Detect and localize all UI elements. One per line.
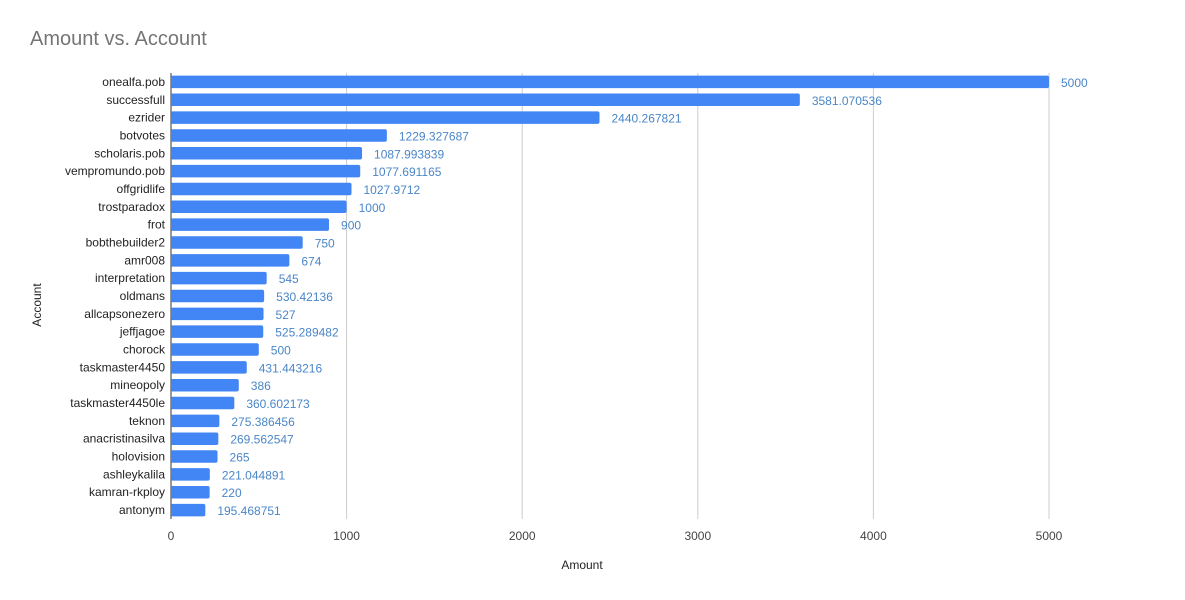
bar <box>171 289 265 303</box>
x-tick-label: 2000 <box>509 529 536 543</box>
data-label: 1027.9712 <box>364 183 421 197</box>
y-tick-label: anacristinasilva <box>83 432 165 446</box>
data-label: 1229.327687 <box>399 129 469 143</box>
y-tick-label: successfull <box>106 93 165 107</box>
bar <box>171 378 239 392</box>
bar <box>171 396 235 410</box>
data-label: 195.468751 <box>217 504 281 518</box>
data-label: 1087.993839 <box>374 147 444 161</box>
y-tick-label: scholaris.pob <box>94 146 165 160</box>
bar <box>171 218 330 231</box>
data-label: 5000 <box>1061 76 1088 90</box>
y-tick-label: taskmaster4450 <box>80 360 166 374</box>
y-tick-label: mineopoly <box>110 378 165 392</box>
x-tick-label: 0 <box>168 529 175 543</box>
bar <box>171 147 363 160</box>
data-label: 674 <box>301 254 321 268</box>
data-label: 525.289482 <box>275 326 339 340</box>
data-label: 269.562547 <box>230 433 294 447</box>
y-tick-label: holovision <box>112 450 165 464</box>
y-tick-label: onealfa.pob <box>102 75 165 89</box>
bar <box>171 485 210 499</box>
bar <box>171 271 267 285</box>
y-tick-label: frot <box>148 218 166 232</box>
data-label: 431.443216 <box>259 361 323 375</box>
data-label: 1077.691165 <box>372 165 442 179</box>
bar <box>171 75 1049 89</box>
data-label: 750 <box>315 236 335 250</box>
data-label: 527 <box>276 308 296 322</box>
data-label: 3581.070536 <box>812 94 882 108</box>
x-tick-label: 3000 <box>684 529 711 543</box>
bar <box>171 164 361 178</box>
data-label: 530.42136 <box>276 290 333 304</box>
y-tick-label: ashleykalila <box>103 467 165 481</box>
y-tick-label: oldmans <box>120 289 165 303</box>
data-label: 386 <box>251 379 271 393</box>
y-axis-title: Account <box>30 283 44 327</box>
x-tick-label: 4000 <box>860 529 887 543</box>
bar <box>171 254 290 267</box>
data-label: 545 <box>279 272 299 286</box>
data-label: 900 <box>341 219 361 233</box>
x-tick-label: 1000 <box>333 529 360 543</box>
y-tick-label: chorock <box>123 343 166 357</box>
x-tick-label: 5000 <box>1036 529 1063 543</box>
bar <box>171 307 264 321</box>
data-label: 220 <box>222 486 242 500</box>
y-tick-label: amr008 <box>124 253 165 267</box>
bar <box>171 361 247 374</box>
bar <box>171 182 352 196</box>
x-axis-title: Amount <box>561 558 603 572</box>
data-label: 275.386456 <box>231 415 295 429</box>
bar <box>171 414 220 428</box>
bar <box>171 111 600 124</box>
data-label: 1000 <box>359 201 386 215</box>
bar <box>171 468 210 481</box>
data-label: 221.044891 <box>222 468 286 482</box>
bar <box>171 129 387 142</box>
bar <box>171 93 800 107</box>
bar <box>171 200 347 214</box>
y-tick-label: teknon <box>129 414 165 428</box>
bar <box>171 432 219 445</box>
data-label: 265 <box>230 451 250 465</box>
bar <box>171 450 218 463</box>
y-tick-label: ezrider <box>128 111 165 125</box>
bar <box>171 503 206 517</box>
y-tick-label: trostparadox <box>98 200 165 214</box>
y-tick-label: interpretation <box>95 271 165 285</box>
y-tick-label: antonym <box>119 503 165 517</box>
bar <box>171 343 259 356</box>
y-tick-label: botvotes <box>120 128 165 142</box>
y-tick-label: kamran-rkploy <box>89 485 165 499</box>
y-tick-label: taskmaster4450le <box>70 396 165 410</box>
y-tick-label: allcapsonezero <box>84 307 165 321</box>
data-label: 360.602173 <box>246 397 310 411</box>
y-tick-label: vempromundo.pob <box>65 164 165 178</box>
y-tick-label: jeffjagoe <box>119 325 165 339</box>
data-label: 2440.267821 <box>612 112 682 126</box>
bar <box>171 236 303 249</box>
y-tick-label: offgridlife <box>117 182 166 196</box>
y-tick-label: bobthebuilder2 <box>86 235 166 249</box>
chart-title: Amount vs. Account <box>30 28 207 50</box>
data-label: 500 <box>271 344 291 358</box>
bar <box>171 325 264 338</box>
